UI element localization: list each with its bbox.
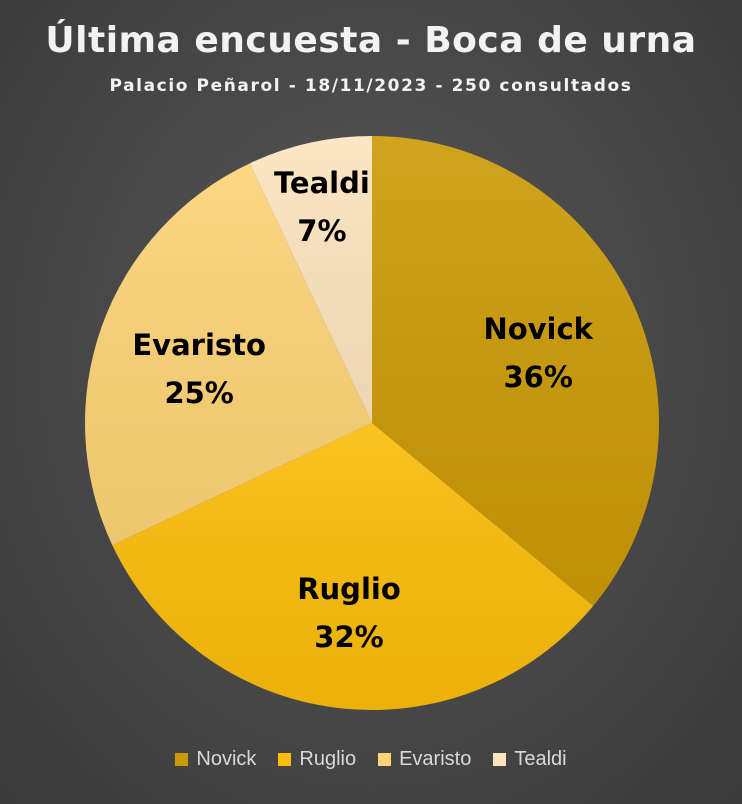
legend-label: Ruglio xyxy=(299,748,357,770)
legend-swatch xyxy=(378,753,392,766)
legend-item-ruglio: Ruglio xyxy=(278,748,356,771)
legend-item-evaristo: Evaristo xyxy=(378,748,471,771)
chart-subtitle: Palacio Peñarol - 18/11/2023 - 250 consu… xyxy=(109,76,633,96)
chart-title: Última encuesta - Boca de urna xyxy=(45,20,697,61)
slice-label-tealdi: Tealdi xyxy=(274,166,370,200)
legend-item-tealdi: Tealdi xyxy=(493,748,567,771)
legend-label: Evaristo xyxy=(399,748,472,770)
legend-label: Novick xyxy=(196,748,257,770)
slice-value-evaristo: 25% xyxy=(164,376,233,410)
pie-slice-shade-novick xyxy=(372,136,659,606)
legend-swatch xyxy=(493,753,507,766)
legend-swatch xyxy=(175,753,189,766)
legend-item-novick: Novick xyxy=(175,748,256,771)
slice-label-novick: Novick xyxy=(483,312,593,346)
pie-slice-shade-evaristo xyxy=(84,163,372,546)
slice-label-evaristo: Evaristo xyxy=(132,328,266,362)
pie-slice-shade-tealdi xyxy=(249,136,372,423)
slice-value-novick: 36% xyxy=(503,360,572,394)
slice-label-ruglio: Ruglio xyxy=(297,572,401,606)
legend-label: Tealdi xyxy=(514,748,567,770)
chart-legend: Novick Ruglio Evaristo Tealdi xyxy=(0,748,742,771)
slice-value-tealdi: 7% xyxy=(297,214,346,248)
pie-slice-shade-ruglio xyxy=(112,423,594,711)
slice-value-ruglio: 32% xyxy=(314,620,383,654)
legend-swatch xyxy=(278,753,292,766)
